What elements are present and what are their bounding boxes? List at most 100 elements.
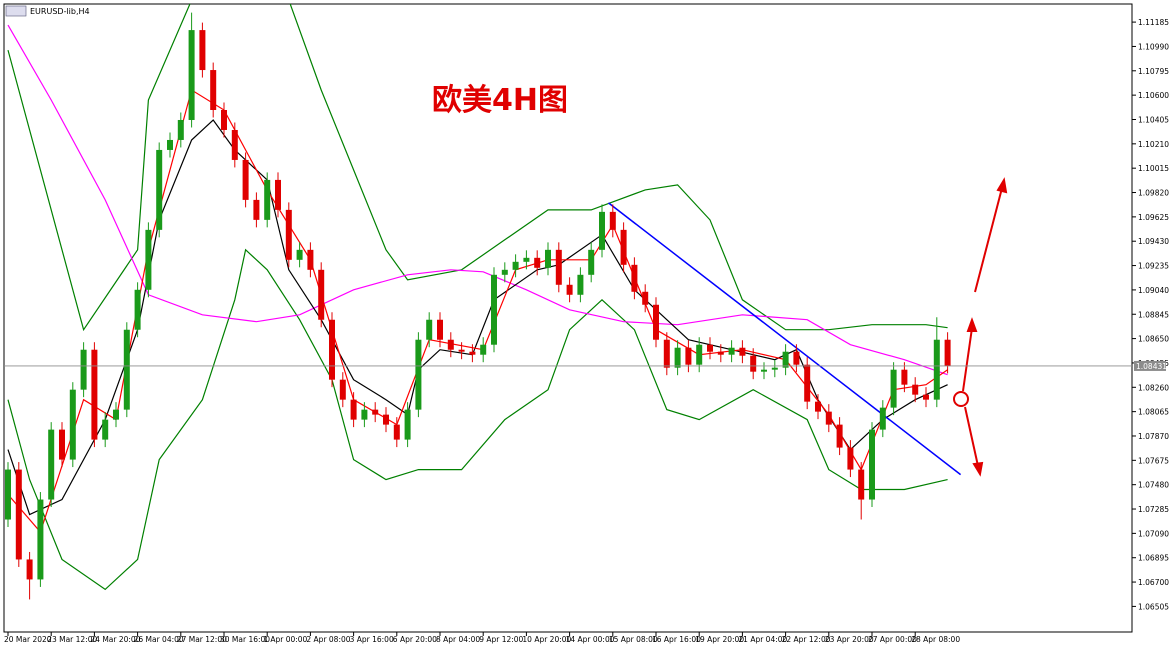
y-tick-label: 1.07285	[1138, 505, 1169, 514]
candle-body	[48, 429, 55, 500]
candle-body	[620, 229, 627, 265]
y-tick-label: 1.10990	[1138, 42, 1169, 51]
x-tick-label: 27 Apr 00:00	[868, 635, 917, 644]
candle-body	[588, 249, 595, 275]
arrowhead	[996, 177, 1008, 194]
candle-body	[350, 399, 357, 420]
projection-circle	[953, 391, 969, 407]
candle-body	[210, 70, 217, 110]
candle-body	[447, 339, 454, 350]
candle-body	[739, 347, 746, 356]
y-tick-label: 1.10795	[1138, 67, 1169, 76]
candle-body	[59, 429, 65, 460]
y-tick-label: 1.08260	[1138, 383, 1169, 392]
x-tick-label: 1 Apr 00:00	[263, 635, 307, 644]
projection	[953, 177, 1008, 477]
candle-body	[318, 269, 325, 320]
x-tick-label: 8 Apr 04:00	[436, 635, 480, 644]
candle-body	[491, 274, 497, 345]
y-tick-label: 1.09820	[1138, 189, 1169, 198]
candle-body	[285, 209, 292, 260]
candle-body	[264, 179, 271, 220]
x-tick-label: 26 Mar 04:00	[134, 635, 184, 644]
candle-body	[879, 407, 886, 430]
indicator-line	[608, 202, 962, 476]
candle-body	[663, 339, 670, 368]
candle-body	[415, 339, 422, 410]
candle-body	[642, 291, 649, 305]
candle-body	[15, 469, 22, 560]
y-tick-label: 1.10210	[1138, 140, 1169, 149]
y-tick-label: 1.07090	[1138, 529, 1169, 538]
candle-body	[372, 409, 379, 415]
candle-body	[836, 424, 843, 448]
candle-body	[933, 339, 940, 400]
candle-body	[685, 347, 692, 365]
indicator-line	[7, 119, 948, 516]
y-tick-label: 1.10015	[1138, 164, 1169, 173]
candle-body	[123, 329, 130, 410]
candle-body	[199, 30, 206, 71]
candle-body	[890, 369, 897, 408]
indicator-line	[7, 24, 948, 376]
last-price-box	[1134, 360, 1166, 371]
arrowhead	[966, 317, 978, 332]
y-tick-label: 1.10600	[1138, 91, 1169, 100]
candle-body	[728, 347, 735, 355]
x-tick-label: 23 Apr 20:00	[825, 635, 874, 644]
candle-body	[221, 109, 227, 130]
candle-body	[750, 355, 757, 372]
y-tick-label: 1.07870	[1138, 432, 1169, 441]
candle-body	[361, 409, 368, 420]
candle-body	[156, 149, 163, 230]
candle-body	[944, 339, 951, 366]
x-tick-label: 23 Mar 12:00	[47, 635, 97, 644]
y-tick-label: 1.08065	[1138, 408, 1169, 417]
arrow	[974, 187, 1003, 293]
x-tick-label: 22 Apr 12:00	[782, 635, 831, 644]
y-tick-label: 1.09430	[1138, 237, 1169, 246]
candle-body	[69, 389, 76, 460]
candle-body	[231, 129, 238, 160]
y-tick-label: 1.06895	[1138, 554, 1169, 563]
y-tick-label: 1.07675	[1138, 456, 1169, 465]
y-tick-label: 1.09235	[1138, 262, 1169, 271]
candle-body	[242, 159, 249, 200]
chart-title: 欧美4H图	[432, 83, 568, 118]
x-tick-label: 30 Mar 16:00	[220, 635, 270, 644]
candle-body	[37, 499, 44, 580]
candle-body	[188, 30, 195, 120]
candle-body	[815, 401, 821, 412]
candle-body	[426, 319, 433, 340]
candle-body	[275, 179, 281, 210]
x-tick-label: 27 Mar 12:00	[177, 635, 227, 644]
candle-body	[912, 384, 919, 395]
candle-body	[901, 369, 908, 385]
candle-body	[674, 347, 681, 368]
candle-body	[307, 249, 314, 270]
candle-body	[80, 349, 87, 390]
candle-body	[393, 424, 400, 440]
candle-body	[717, 351, 724, 355]
candle-body	[167, 139, 173, 150]
arrow	[964, 406, 979, 467]
candle-body	[707, 344, 713, 352]
indicator-line	[7, 89, 948, 534]
candle-body	[869, 429, 875, 500]
y-tick-label: 1.07480	[1138, 481, 1169, 490]
candle-body	[113, 409, 119, 420]
plot-area	[5, 4, 962, 600]
candle-body	[696, 344, 703, 365]
candle-body	[102, 419, 109, 440]
candle-body	[253, 199, 260, 220]
candle-body	[383, 414, 389, 425]
x-tick-label: 21 Apr 04:00	[738, 635, 787, 644]
x-tick-label: 3 Apr 16:00	[350, 635, 394, 644]
x-tick-label: 2 Apr 08:00	[306, 635, 350, 644]
candle-body	[804, 364, 811, 402]
y-tick-label: 1.06505	[1138, 602, 1169, 611]
candle-body	[599, 211, 605, 250]
x-tick-label: 24 Mar 20:00	[90, 635, 140, 644]
